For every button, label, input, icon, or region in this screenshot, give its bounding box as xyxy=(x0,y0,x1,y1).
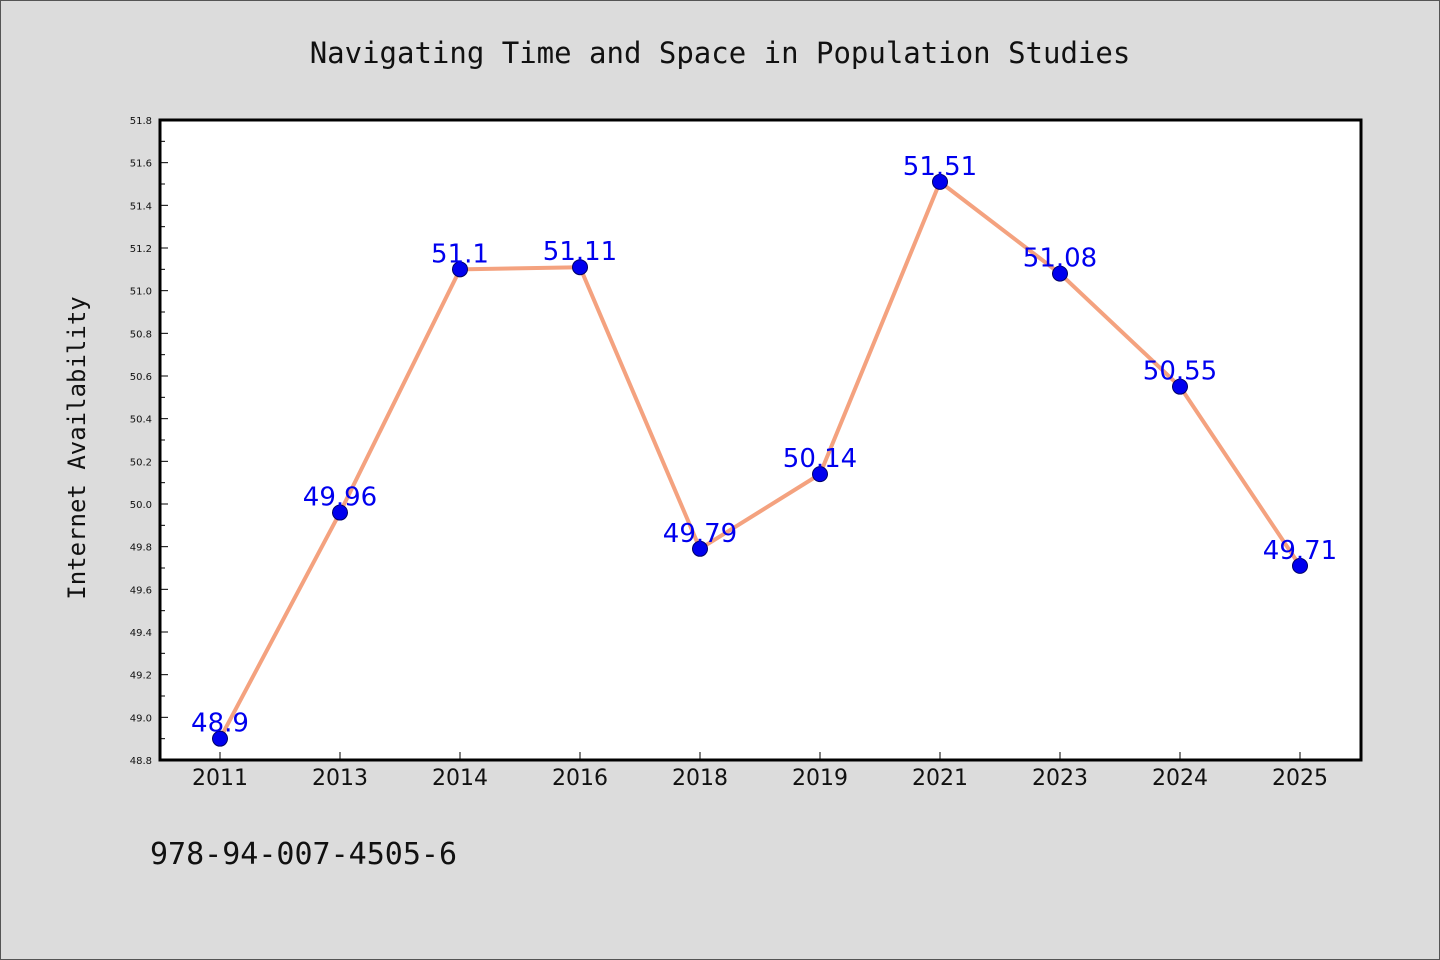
y-tick-label: 51.8 xyxy=(130,116,152,127)
x-tick-label: 2021 xyxy=(912,766,968,791)
x-tick-label: 2016 xyxy=(552,766,608,791)
plot-area xyxy=(158,118,1363,762)
x-tick-label: 2011 xyxy=(192,766,248,791)
x-tick-label: 2013 xyxy=(312,766,368,791)
y-tick-label: 50.0 xyxy=(130,500,152,511)
data-point-label: 51.11 xyxy=(543,237,617,267)
x-tick-label: 2024 xyxy=(1152,766,1208,791)
data-point-label: 50.14 xyxy=(783,444,857,474)
data-point-marker xyxy=(452,261,468,278)
chart-title: Navigating Time and Space in Population … xyxy=(310,36,1131,70)
x-tick-label: 2019 xyxy=(792,766,848,791)
y-tick-label: 49.6 xyxy=(130,585,152,596)
data-labels-group: 48.9 49.96 51.1 51.11 49.79 50.14 51.51 51.08 50… xyxy=(191,152,1337,739)
data-point-marker xyxy=(692,540,708,557)
y-axis-ticks: 48.8 49.0 49.2 49.4 49.6 49.8 50.0 50.2 50.4 50.6… xyxy=(130,116,168,767)
y-tick-label: 49.0 xyxy=(130,713,152,724)
data-point-label: 51.1 xyxy=(431,239,489,269)
data-point-label: 49.79 xyxy=(663,519,737,549)
x-tick-label: 2014 xyxy=(432,766,488,791)
y-axis-label: Internet Availability xyxy=(63,296,91,599)
y-tick-label: 50.6 xyxy=(130,372,152,383)
x-axis-ticks: 2011 2013 2014 2016 2018 2019 2021 2023 2024 2025 xyxy=(192,752,1328,791)
data-point-marker xyxy=(932,173,948,190)
data-point-label: 51.08 xyxy=(1023,244,1097,274)
data-point-label: 49.71 xyxy=(1263,536,1337,566)
data-point-marker xyxy=(332,504,348,521)
data-point-label: 51.51 xyxy=(903,152,977,182)
data-point-marker xyxy=(572,259,588,276)
series-markers-group xyxy=(212,173,1308,747)
y-tick-label: 51.2 xyxy=(130,244,152,255)
y-tick-label: 50.4 xyxy=(130,415,152,426)
x-tick-label: 2023 xyxy=(1032,766,1088,791)
x-tick-label: 2018 xyxy=(672,766,728,791)
data-point-marker xyxy=(1052,265,1068,282)
y-tick-label: 51.4 xyxy=(130,201,152,212)
y-tick-label: 51.0 xyxy=(130,287,152,298)
y-tick-label: 50.2 xyxy=(130,457,152,468)
y-tick-label: 49.8 xyxy=(130,543,152,554)
data-point-marker xyxy=(812,466,828,483)
series-line xyxy=(218,179,1302,740)
y-tick-label: 48.8 xyxy=(130,756,152,767)
data-point-label: 50.55 xyxy=(1143,357,1217,387)
y-tick-label: 49.2 xyxy=(130,671,152,682)
y-tick-label: 49.4 xyxy=(130,628,152,639)
y-tick-label: 51.6 xyxy=(130,159,152,170)
data-point-label: 49.96 xyxy=(303,483,377,513)
data-point-marker xyxy=(1292,557,1308,574)
y-tick-label: 50.8 xyxy=(130,329,152,340)
isbn-text: 978-94-007-4505-6 xyxy=(150,837,457,872)
data-point-marker xyxy=(212,730,228,747)
series-line-group xyxy=(218,179,1302,740)
data-point-label: 48.9 xyxy=(191,709,249,739)
data-point-marker xyxy=(1172,378,1188,395)
x-tick-label: 2025 xyxy=(1272,766,1328,791)
